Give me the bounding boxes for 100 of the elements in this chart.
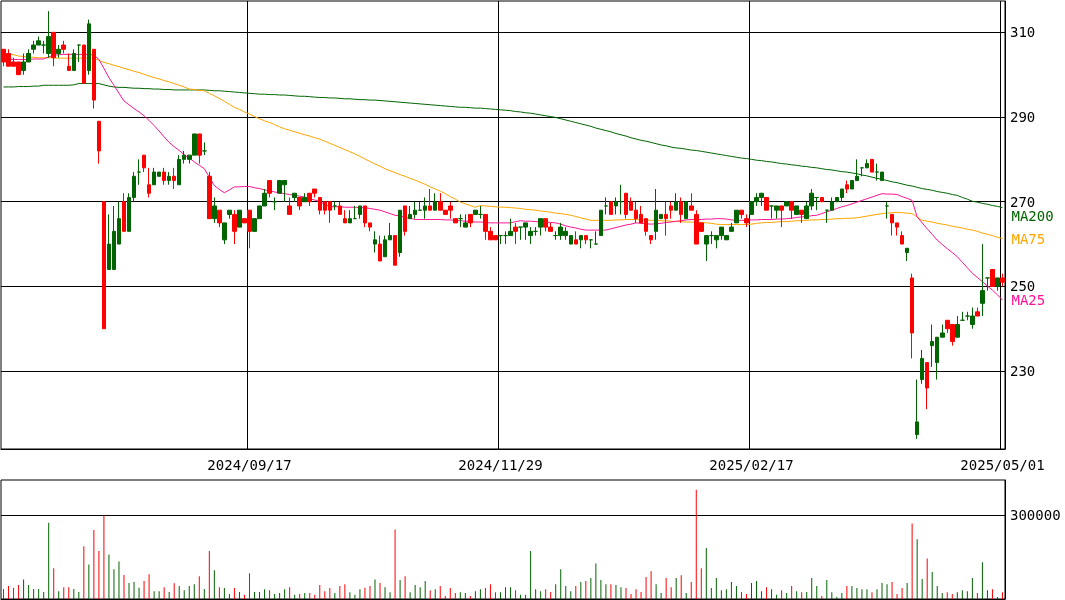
candlestick <box>689 192 694 211</box>
candlestick <box>975 307 980 317</box>
candlestick <box>774 205 779 220</box>
candlestick <box>287 196 292 215</box>
candlestick <box>779 205 784 228</box>
candlestick <box>87 19 91 76</box>
candlestick <box>845 180 849 194</box>
candlestick <box>373 230 377 254</box>
candlestick <box>433 192 437 211</box>
candlestick <box>137 158 141 186</box>
candlestick <box>453 218 458 224</box>
candlestick <box>428 188 432 211</box>
candlestick <box>338 201 342 215</box>
candlestick <box>523 222 528 241</box>
candlestick <box>739 209 744 220</box>
candlestick <box>77 44 81 63</box>
x-tick-label: 2024/09/17 <box>207 457 292 473</box>
candlestick <box>46 10 51 59</box>
line-series <box>8 53 1003 240</box>
candlestick <box>353 205 357 220</box>
candlestick <box>910 273 914 359</box>
candlestick <box>764 196 769 211</box>
candlestick <box>468 213 473 228</box>
candlestick <box>142 154 146 173</box>
candlestick <box>513 222 518 245</box>
candlestick <box>925 362 929 410</box>
candlestick <box>232 209 237 245</box>
candlestick <box>609 201 613 215</box>
candlestick <box>744 213 749 228</box>
candlestick <box>799 209 804 224</box>
candlestick <box>56 44 61 59</box>
candlestick <box>147 167 151 198</box>
candlestick <box>584 235 588 245</box>
y-tick-label: 270 <box>1010 193 1036 210</box>
candlestick <box>197 133 202 165</box>
candlestick <box>970 307 975 330</box>
candlestick <box>423 196 427 220</box>
candlestick <box>794 205 799 215</box>
candlestick <box>870 158 874 173</box>
x-tick-label: 2025/05/01 <box>960 457 1045 473</box>
candlestick <box>403 205 407 237</box>
candlestick <box>985 277 990 292</box>
candlestick <box>227 209 232 220</box>
series-label: MA200 <box>1011 207 1054 224</box>
x-tick-label: 2025/02/17 <box>709 457 794 473</box>
line-series <box>3 83 1003 209</box>
candlestick <box>574 230 578 245</box>
candlestick <box>292 192 297 203</box>
candlestick <box>272 196 277 211</box>
candlestick <box>102 201 106 330</box>
candlestick <box>538 218 543 237</box>
candlestick <box>614 196 618 215</box>
candlestick <box>72 48 76 71</box>
y-tick-label: 300000 <box>1010 507 1061 523</box>
candlestick <box>669 201 673 220</box>
candlestick <box>619 184 623 215</box>
candlestick <box>684 201 688 220</box>
line-series <box>8 53 1003 301</box>
candlestick <box>302 192 307 203</box>
candlestick <box>980 243 985 317</box>
candlestick <box>82 44 86 84</box>
candlestick <box>267 180 272 198</box>
candlestick <box>679 196 683 224</box>
candlestick <box>212 196 217 224</box>
candlestick <box>729 222 734 232</box>
candlestick <box>297 196 302 211</box>
candlestick <box>599 209 603 237</box>
candlestick <box>122 192 126 232</box>
y-tick-label: 290 <box>1010 109 1036 126</box>
candlestick <box>358 205 362 220</box>
candlestick <box>900 230 904 245</box>
candlestick <box>217 209 222 228</box>
candlestick <box>784 201 789 207</box>
candlestick <box>92 48 96 110</box>
candlestick <box>820 196 824 203</box>
candlestick <box>905 247 909 262</box>
candlestick <box>61 40 66 55</box>
candlestick <box>955 315 960 338</box>
candlestick <box>162 167 166 186</box>
candlestick <box>172 167 176 190</box>
candlestick <box>97 120 101 165</box>
candlestick <box>789 201 794 220</box>
series-label: MA25 <box>1011 292 1046 309</box>
candlestick <box>1000 273 1005 287</box>
candlestick <box>649 235 653 245</box>
candlestick <box>207 171 212 220</box>
candlestick <box>167 171 171 186</box>
candlestick <box>915 379 919 440</box>
candlestick <box>343 209 347 224</box>
candlestick <box>237 209 242 228</box>
y-tick-label: 250 <box>1010 278 1036 295</box>
candlestick <box>463 213 468 228</box>
candlestick <box>885 201 889 220</box>
candlestick <box>67 53 71 71</box>
candlestick <box>51 31 56 67</box>
series-label: MA75 <box>1011 230 1046 247</box>
candlestick <box>348 209 352 224</box>
candlestick <box>995 277 1000 292</box>
candlestick <box>734 209 739 224</box>
candlestick <box>458 213 463 228</box>
